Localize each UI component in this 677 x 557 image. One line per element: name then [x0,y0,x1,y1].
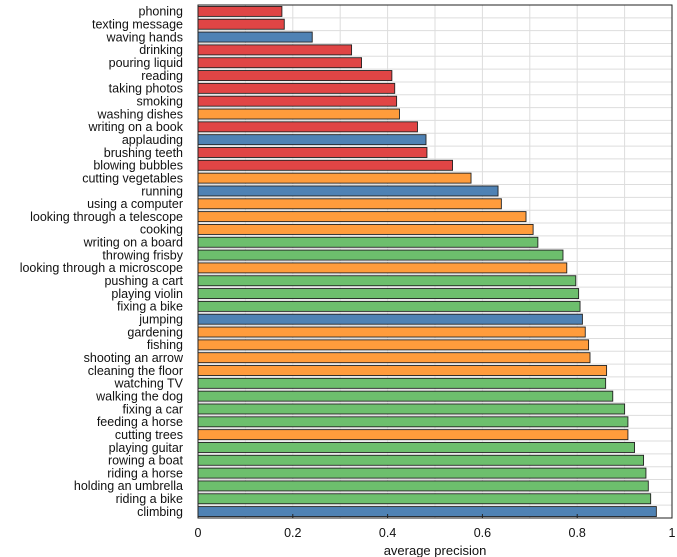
x-tick-label: 0.2 [284,526,301,540]
bar [197,506,657,518]
grid [198,5,672,518]
bar [197,185,499,197]
bar [197,390,614,402]
bar [197,365,608,376]
category-label: texting message [92,18,183,32]
bar [197,134,427,146]
bar [197,493,652,505]
category-label: pushing a cart [104,274,183,288]
bar [197,403,626,415]
category-label: cutting trees [115,428,183,442]
category-label: climbing [137,505,183,519]
bar [197,82,396,94]
category-label: cleaning the floor [88,364,183,378]
plot-frame [197,4,673,519]
category-label: looking through a microscope [20,261,183,275]
bar [197,300,581,312]
category-label: riding a bike [116,492,183,506]
bar [197,223,534,235]
bar [197,467,647,479]
bar [197,5,283,17]
bar [197,326,586,338]
category-label: watching TV [113,377,183,391]
bar [197,313,583,325]
bar [197,172,472,184]
category-label: using a computer [87,197,183,211]
bar [197,236,539,248]
bar [197,198,502,210]
category-label: smoking [136,94,183,108]
x-tick-label: 0.6 [474,526,491,540]
category-label: pouring liquid [109,56,183,70]
x-tick-label: 0.4 [379,526,396,540]
bar [197,377,607,389]
category-label: writing on a board [83,236,183,250]
category-label: drinking [139,43,183,57]
bar [197,352,591,364]
category-label: reading [141,69,183,83]
category-label: cutting vegetables [82,171,183,185]
category-label: feeding a horse [97,415,183,429]
category-label: phoning [139,5,184,19]
bar [197,480,649,492]
category-label: walking the dog [95,389,183,403]
bar [197,121,418,133]
bar [197,95,398,107]
bars [197,5,657,518]
bar [197,44,353,56]
x-axis-ticks: 0 0.2 0.4 0.6 0.8 1 [195,514,676,540]
bar [197,454,645,466]
category-label: taking photos [109,82,183,96]
bar [197,31,313,43]
bar [197,147,428,158]
category-label: looking through a telescope [30,210,183,224]
bar [197,442,636,453]
category-label: brushing teeth [104,146,183,160]
category-label: throwing frisby [102,248,183,262]
x-tick-label: 0 [195,526,202,540]
bar [197,70,393,81]
bar [197,18,285,30]
category-label: washing dishes [97,107,183,121]
category-label: fishing [147,338,183,352]
bar [197,275,577,287]
bar [197,249,564,261]
category-label: waving hands [106,30,183,44]
x-axis-label: average precision [384,543,487,557]
category-label: fixing a car [123,402,183,416]
category-label: applauding [122,133,183,147]
bar [197,416,629,428]
x-tick-label: 0.8 [569,526,586,540]
category-label: blowing bubbles [93,159,183,173]
category-label: cooking [140,223,183,237]
bar [197,57,362,69]
bar [197,108,400,120]
category-label: running [141,184,183,198]
bar [197,159,453,171]
bar [197,211,527,223]
bar [197,288,580,300]
x-tick-label: 1 [669,526,676,540]
category-label: rowing a boat [108,454,184,468]
category-label: jumping [138,313,183,327]
bar [197,339,590,351]
category-label: gardening [127,325,183,339]
bar [197,429,629,441]
category-label: playing guitar [109,441,183,455]
category-label: riding a horse [107,466,183,480]
category-label: playing violin [111,287,183,301]
category-label: writing on a book [87,120,183,134]
category-label: fixing a bike [117,300,183,314]
bar [197,262,568,274]
category-label: shooting an arrow [84,351,184,365]
category-label: holding an umbrella [74,479,183,493]
